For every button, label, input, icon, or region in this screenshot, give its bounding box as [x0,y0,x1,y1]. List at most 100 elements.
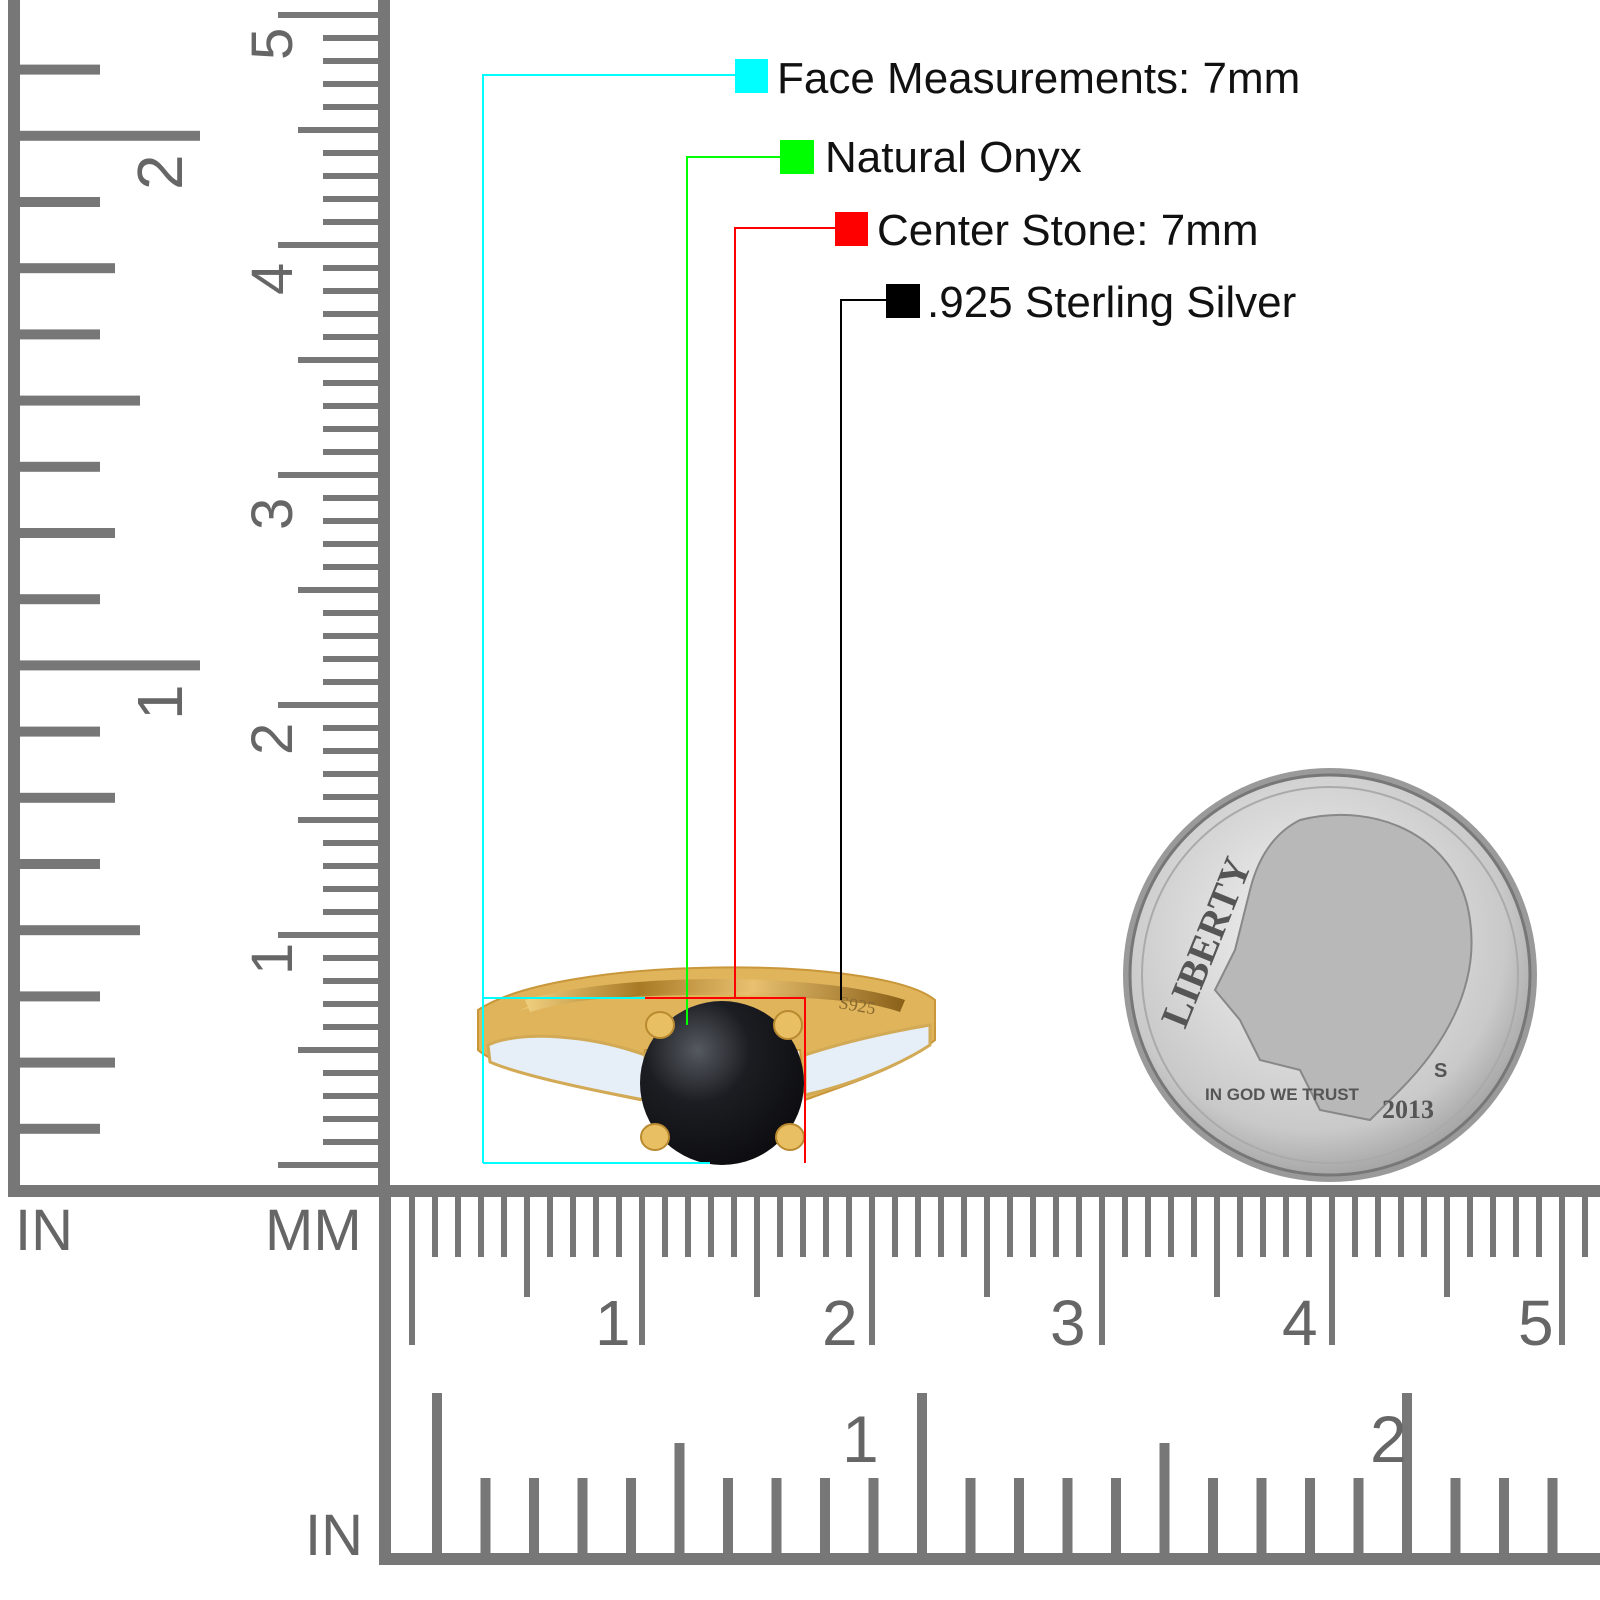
bottom-inch-labels: 1 2 [842,1402,1407,1476]
ruler-tick [1547,1478,1558,1553]
bottom-cm-label: 2 [822,1287,858,1359]
ruler-tick [323,495,378,501]
ruler-tick [20,528,115,538]
ruler-tick [323,955,378,961]
ruler-tick [577,1478,588,1553]
legend-label: Center Stone: 7mm [877,206,1259,255]
bottom-inch-label: 1 [842,1402,879,1476]
ruler-tick [1353,1478,1364,1553]
ruler-tick [1375,1197,1381,1257]
ruler-tick [1237,1197,1243,1257]
left-inch-unit-label: IN [15,1198,73,1263]
coin-year: 2013 [1382,1095,1434,1124]
left-inch-label: 2 [124,154,196,190]
ruler-tick [20,792,115,803]
ruler-tick [674,1443,685,1553]
ruler-tick [1191,1197,1197,1257]
left-inch-ticks [20,64,200,1134]
ruler-tick [1030,1197,1036,1257]
ruler-tick [298,587,378,593]
ruler-tick [323,794,378,800]
ruler-tick [869,1197,875,1345]
ruler-tick [20,991,100,1002]
ruler-tick [1111,1478,1121,1553]
ruler-tick [1208,1478,1218,1553]
ruler-tick [662,1197,668,1257]
ruler-tick [298,357,378,363]
ruler-tick [1214,1197,1220,1297]
ruler-tick [846,1197,852,1257]
ruler-tick [1559,1197,1565,1345]
ruler-tick [20,263,115,274]
ruler-tick [278,472,378,478]
ruler-tick [278,1162,378,1168]
ruler-tick [20,461,100,472]
ruler-tick [323,104,378,110]
bottom-cm-label: 3 [1050,1287,1086,1359]
ruler-tick [432,1393,442,1553]
left-ruler [8,0,390,1197]
ruler-tick [20,1057,115,1068]
ruler-tick [323,81,378,87]
ruler-tick [723,1478,733,1553]
ruler-tick [323,1093,378,1099]
legend-swatch [735,59,768,93]
dime-coin: LIBERTY IN GOD WE TRUST 2013 S [1123,768,1537,1182]
ruler-tick [984,1197,990,1297]
bottom-mm-ticks [409,1197,1588,1345]
ruler-tick [323,196,378,202]
ruler-tick [323,265,378,271]
ruler-tick [480,1478,491,1553]
ruler-tick [1450,1478,1461,1553]
ruler-tick [1467,1197,1473,1257]
ruler-tick [800,1197,806,1257]
bottom-cm-label: 4 [1282,1287,1318,1359]
ruler-tick [478,1197,484,1257]
left-cm-label: 5 [240,28,305,60]
ruler-tick [323,334,378,340]
ruler-tick [278,12,378,18]
left-cm-label: 4 [240,263,305,295]
ruler-tick [20,594,100,605]
ruler-tick [278,702,378,708]
left-cm-label: 3 [240,498,305,530]
ruler-tick [409,1197,415,1345]
annotation-lines [482,74,886,1164]
ruler-tick [868,1478,879,1553]
ruler-tick [626,1478,636,1553]
ruler-tick [323,978,378,984]
ruler-tick [529,1478,539,1553]
ruler-tick [1014,1478,1024,1553]
ruler-tick [455,1197,461,1257]
ruler-tick [731,1197,737,1257]
left-cm-labels: 1 2 3 4 5 [240,28,305,975]
ruler-tick [323,725,378,731]
ruler-tick [323,518,378,524]
ruler-tick [1159,1443,1170,1553]
ring: S925 [477,966,936,1165]
left-cm-label: 2 [240,723,305,755]
bottom-ruler [379,1185,1600,1565]
ruler-tick [1306,1197,1312,1257]
ruler-tick [20,859,100,869]
ruler-tick [1499,1478,1509,1553]
ruler-tick [1260,1197,1266,1257]
ruler-tick [524,1197,530,1297]
ruler-tick [278,242,378,248]
ruler-tick [323,288,378,294]
ruler-tick [616,1197,622,1257]
ruler-tick [593,1197,599,1257]
bottom-inch-ticks [432,1393,1558,1553]
ruler-tick [1352,1197,1358,1257]
ruler-tick [20,395,140,406]
ruler-tick [1076,1197,1082,1257]
ruler-tick [323,403,378,409]
ruler-tick [1402,1393,1412,1553]
ruler-tick [777,1197,783,1257]
ruler-tick [20,660,200,671]
ruler-tick [323,679,378,685]
ruler-tick [323,449,378,455]
legend-swatch [780,140,814,174]
legend-label: .925 Sterling Silver [927,278,1296,327]
ruler-tick [323,840,378,846]
